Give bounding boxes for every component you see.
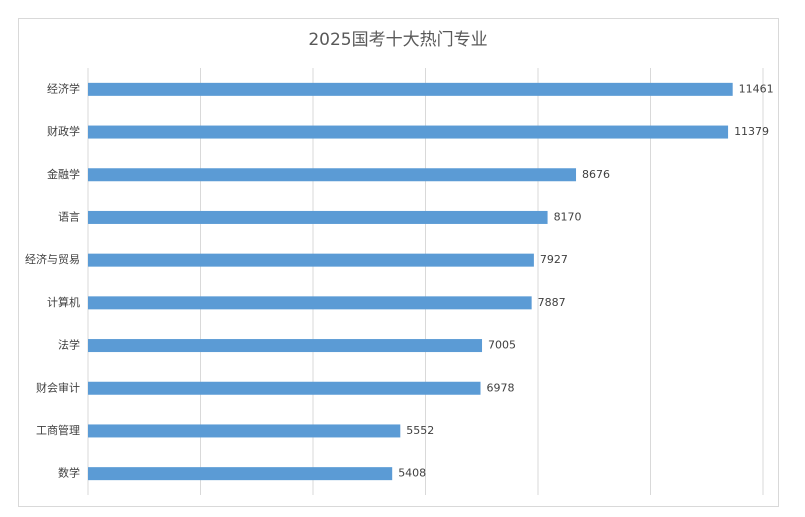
y-tick-label: 语言 — [58, 210, 80, 223]
y-tick-label: 数学 — [58, 466, 80, 480]
data-label: 8170 — [554, 210, 582, 223]
data-label: 7005 — [488, 339, 516, 352]
y-tick-label: 工商管理 — [36, 423, 80, 437]
data-label: 7887 — [538, 296, 566, 309]
data-label: 7927 — [540, 253, 568, 266]
chart-title: 2025国考十大热门专业 — [308, 30, 487, 50]
y-tick-label: 金融学 — [47, 167, 80, 181]
bar — [88, 210, 548, 224]
data-label: 11379 — [734, 125, 769, 138]
bar — [88, 381, 481, 395]
data-label: 5408 — [398, 467, 426, 480]
y-tick-label: 财会审计 — [36, 380, 80, 394]
bar — [88, 253, 534, 267]
y-tick-label: 法学 — [58, 338, 80, 352]
bar — [88, 424, 401, 438]
data-label: 8676 — [582, 168, 610, 181]
bar — [88, 168, 577, 182]
bar — [88, 339, 483, 353]
bar — [88, 467, 393, 481]
y-tick-label: 财政学 — [47, 124, 80, 138]
y-tick-label: 计算机 — [47, 295, 80, 309]
data-label: 11461 — [739, 82, 774, 95]
data-label: 6978 — [487, 381, 515, 394]
bar — [88, 82, 733, 96]
y-tick-label: 经济与贸易 — [25, 252, 80, 266]
data-label: 5552 — [406, 424, 434, 437]
bar — [88, 296, 532, 310]
y-tick-label: 经济学 — [47, 81, 80, 95]
bar — [88, 125, 729, 139]
